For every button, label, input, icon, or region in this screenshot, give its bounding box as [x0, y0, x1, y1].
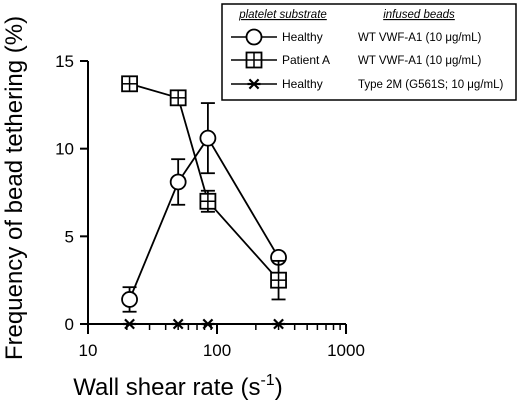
series-0 — [121, 102, 287, 313]
data-point-square — [245, 51, 263, 69]
x-tick-label: 1000 — [327, 341, 365, 360]
y-tick-label: 10 — [55, 140, 74, 159]
data-point-circle — [121, 291, 138, 308]
series-layer — [121, 75, 287, 330]
x-axis-label-close: ) — [275, 374, 283, 401]
series-line — [128, 136, 280, 300]
data-point-asterisk — [272, 318, 286, 330]
marker-stroke — [248, 78, 260, 90]
data-point-circle — [245, 28, 263, 46]
legend-header-beads: infused beads — [383, 9, 455, 21]
legend-entry-1: Patient A WT VWF-A1 (10 μg/mL) — [231, 51, 482, 69]
data-point-square — [270, 271, 287, 289]
x-axis-label-main: Wall shear rate (s — [73, 374, 260, 401]
data-point-asterisk — [123, 318, 137, 330]
data-point-circle — [169, 173, 187, 191]
marker-stroke — [172, 318, 184, 330]
series-2 — [123, 318, 286, 330]
data-point-asterisk — [247, 78, 261, 90]
legend-header-substrate: platelet substrate — [238, 9, 327, 21]
legend-series-beads: Type 2M (G561S; 10 μg/mL) — [358, 79, 503, 91]
series-1 — [121, 75, 287, 301]
marker-stroke — [202, 318, 214, 330]
y-tick-label: 0 — [65, 315, 74, 334]
marker-stroke — [273, 318, 284, 330]
legend-entry-2: Healthy Type 2M (G561S; 10 μg/mL) — [231, 77, 503, 91]
x-tick-label: 10 — [79, 341, 98, 360]
legend-series-beads: WT VWF-A1 (10 μg/mL) — [358, 55, 482, 67]
x-axis-label: Wall shear rate (s-1) — [73, 372, 282, 401]
x-tick-label: 100 — [203, 341, 231, 360]
data-point-square — [169, 89, 187, 107]
series-line — [129, 82, 280, 281]
x-axis-label-superscript: -1 — [260, 372, 274, 389]
y-tick-label: 5 — [65, 227, 74, 246]
data-point-asterisk — [201, 318, 215, 330]
y-tick-label: 15 — [55, 52, 74, 71]
legend-series-name: Healthy — [282, 30, 323, 44]
legend: platelet substrate infused beads Healthy WT… — [221, 3, 517, 101]
data-point-square — [199, 192, 217, 210]
legend-series-beads: WT VWF-A1 (10 μg/mL) — [358, 32, 482, 44]
data-point-square — [121, 75, 138, 93]
legend-series-name: Healthy — [282, 77, 323, 91]
legend-series-name: Patient A — [282, 53, 330, 67]
marker-stroke — [124, 318, 135, 330]
data-point-circle — [199, 129, 217, 147]
legend-entry-0: Healthy WT VWF-A1 (10 μg/mL) — [231, 28, 482, 46]
y-axis-label: Frequency of bead tethering (%) — [1, 16, 28, 360]
data-point-asterisk — [171, 318, 185, 330]
